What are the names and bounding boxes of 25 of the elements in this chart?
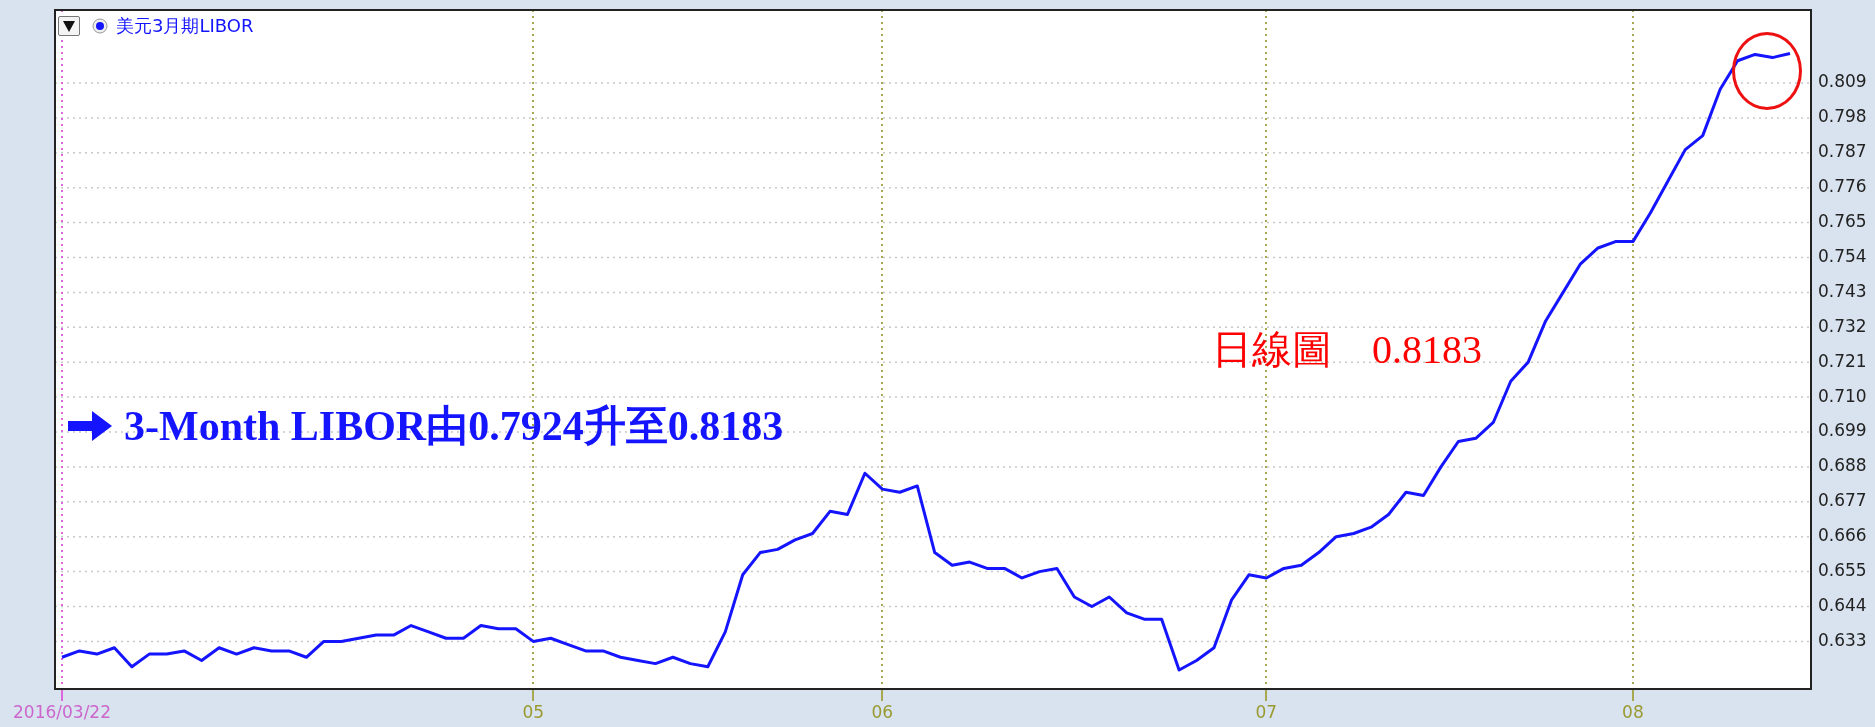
y-tick-label: 0.721 xyxy=(1818,350,1867,371)
x-tick-label: 06 xyxy=(871,701,894,722)
annotation: 3-Month LIBOR由0.7924升至0.8183 xyxy=(124,402,784,451)
y-tick-label: 0.809 xyxy=(1818,71,1867,92)
y-tick-label: 0.776 xyxy=(1818,176,1867,197)
y-tick-label: 0.754 xyxy=(1818,245,1867,266)
y-tick-label: 0.633 xyxy=(1818,629,1867,650)
y-tick-label: 0.732 xyxy=(1818,315,1867,336)
y-tick-label: 0.743 xyxy=(1818,280,1867,301)
x-tick-label: 2016/03/22 xyxy=(13,701,111,722)
annotation: 日線圖 0.8183 xyxy=(1212,326,1482,374)
y-tick-label: 0.798 xyxy=(1818,106,1867,127)
y-tick-label: 0.688 xyxy=(1818,455,1867,476)
y-tick-label: 0.677 xyxy=(1818,490,1867,511)
y-tick-label: 0.699 xyxy=(1818,420,1867,441)
y-tick-label: 0.787 xyxy=(1818,141,1867,162)
y-tick-label: 0.765 xyxy=(1818,211,1867,232)
y-tick-label: 0.644 xyxy=(1818,594,1867,615)
y-tick-label: 0.710 xyxy=(1818,385,1867,406)
x-tick-label: 07 xyxy=(1255,701,1278,722)
x-tick-label: 08 xyxy=(1622,701,1644,722)
y-tick-label: 0.666 xyxy=(1818,525,1867,546)
y-tick-label: 0.655 xyxy=(1818,560,1867,581)
legend-label: 美元3月期LIBOR xyxy=(116,14,254,38)
x-tick-label: 05 xyxy=(522,701,545,722)
